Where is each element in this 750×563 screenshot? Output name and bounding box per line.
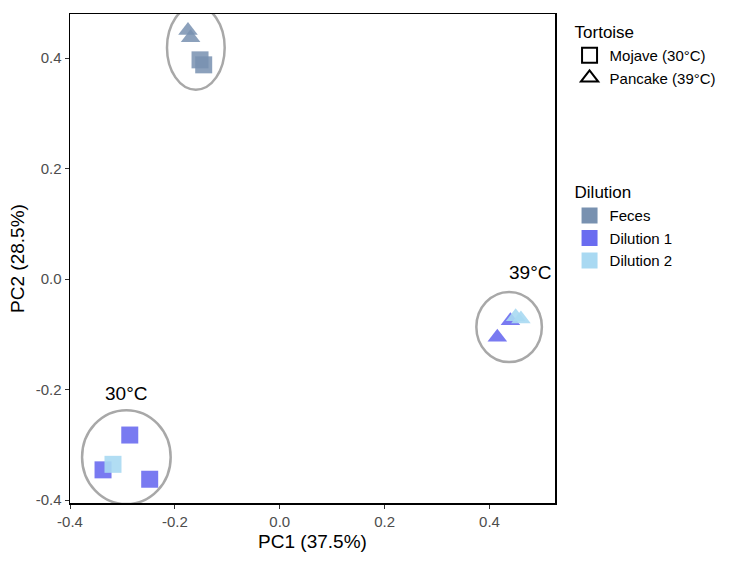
svg-text:Feces: Feces — [610, 207, 651, 224]
svg-text:Dilution 2: Dilution 2 — [610, 252, 673, 269]
svg-text:0.2: 0.2 — [374, 513, 395, 530]
svg-text:-0.2: -0.2 — [36, 381, 62, 398]
svg-text:-0.4: -0.4 — [57, 513, 83, 530]
svg-text:0.0: 0.0 — [269, 513, 290, 530]
svg-text:-0.2: -0.2 — [162, 513, 188, 530]
svg-text:Tortoise: Tortoise — [575, 23, 635, 42]
svg-text:0.4: 0.4 — [41, 49, 62, 66]
svg-text:30°C: 30°C — [105, 383, 147, 404]
svg-text:-0.4: -0.4 — [36, 491, 62, 508]
svg-text:Pancake (39°C): Pancake (39°C) — [610, 70, 716, 87]
svg-text:PC2 (28.5%): PC2 (28.5%) — [7, 204, 28, 313]
svg-text:0.4: 0.4 — [479, 513, 500, 530]
svg-text:0.2: 0.2 — [41, 160, 62, 177]
svg-text:39°C: 39°C — [509, 262, 551, 283]
svg-text:0.0: 0.0 — [41, 270, 62, 287]
svg-text:PC1 (37.5%): PC1 (37.5%) — [258, 531, 367, 552]
svg-text:Mojave (30°C): Mojave (30°C) — [610, 47, 706, 64]
svg-text:Dilution 1: Dilution 1 — [610, 230, 673, 247]
svg-text:Dilution: Dilution — [575, 183, 632, 202]
